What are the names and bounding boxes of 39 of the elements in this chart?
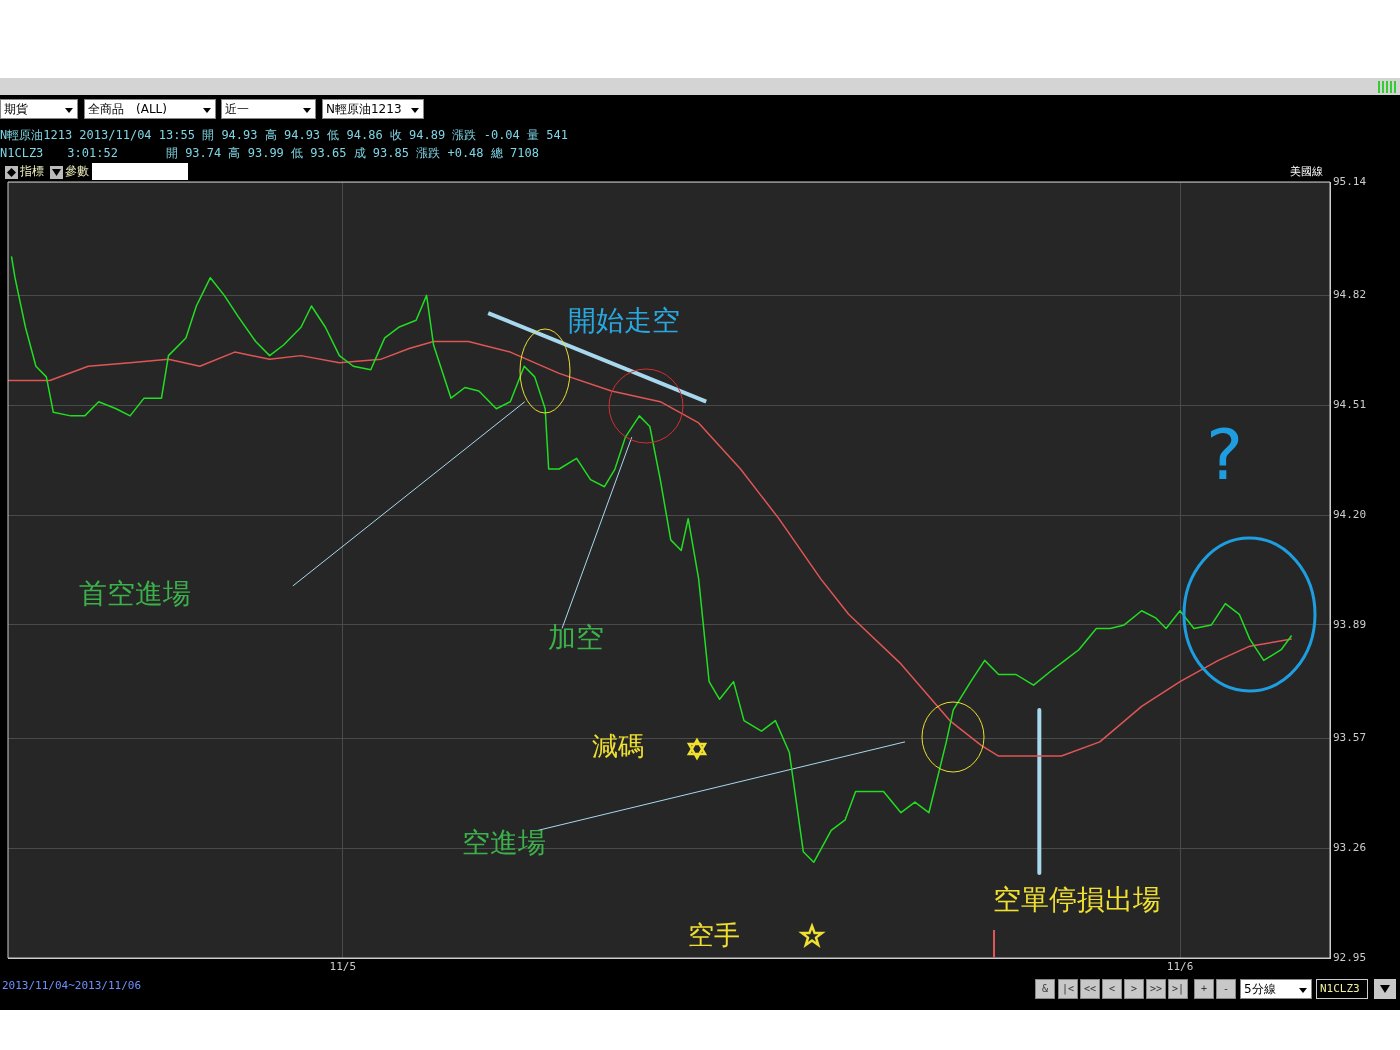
button: >>: [1146, 979, 1166, 999]
button: |<: [1058, 979, 1078, 999]
y-tick-label: 92.95: [1333, 950, 1367, 964]
y-tick-label: 93.89: [1333, 617, 1367, 631]
text: 指標: [20, 163, 44, 180]
annotation: 空進場: [462, 826, 546, 859]
button: &: [1035, 979, 1055, 999]
annotation: 加空: [548, 621, 604, 654]
dropdown: 全商品 (ALL): [84, 99, 216, 119]
y-tick-label: 94.82: [1333, 288, 1367, 302]
text: N輕原油1213 2013/11/04 13:55 開 94.93 高 94.93 低 94.86 收 94.89 漲跌 -0.04 量 541: [0, 127, 568, 144]
annotation: 空單停損出場: [993, 883, 1161, 916]
dropdown: 近一: [221, 99, 316, 119]
y-tick-label: 94.51: [1333, 398, 1367, 412]
dropdown: N輕原油1213: [322, 99, 424, 119]
button: <<: [1080, 979, 1100, 999]
text-field: N1CLZ3: [1316, 979, 1368, 999]
button: <: [1102, 979, 1122, 999]
annotation: 首空進場: [79, 577, 191, 610]
button: >|: [1168, 979, 1188, 999]
x-tick-label: 11/5: [329, 960, 357, 974]
y-tick-label: 94.20: [1333, 507, 1367, 521]
button: -: [1216, 979, 1236, 999]
annotation: ?: [1206, 414, 1244, 496]
y-tick-label: 93.57: [1333, 731, 1367, 745]
dropdown: 期貨: [0, 99, 78, 119]
annotation: 開始走空: [568, 304, 680, 337]
text: N1CLZ3 3:01:52 開 93.74 高 93.99 低 93.65 成 93.85 漲跌 +0.48 總 7108: [0, 145, 539, 162]
x-tick-label: 11/6: [1166, 960, 1194, 974]
dropdown: 5分線: [1240, 979, 1312, 999]
button: +: [1194, 979, 1214, 999]
annotation: 空手: [688, 920, 740, 950]
button: >: [1124, 979, 1144, 999]
y-tick-label: 93.26: [1333, 841, 1367, 855]
y-tick-label: 95.14: [1333, 174, 1367, 188]
text: 美國線: [1290, 164, 1323, 179]
annotation: 減碼: [592, 731, 644, 761]
text: 參數: [65, 163, 89, 180]
text: 2013/11/04~2013/11/06: [2, 979, 142, 992]
